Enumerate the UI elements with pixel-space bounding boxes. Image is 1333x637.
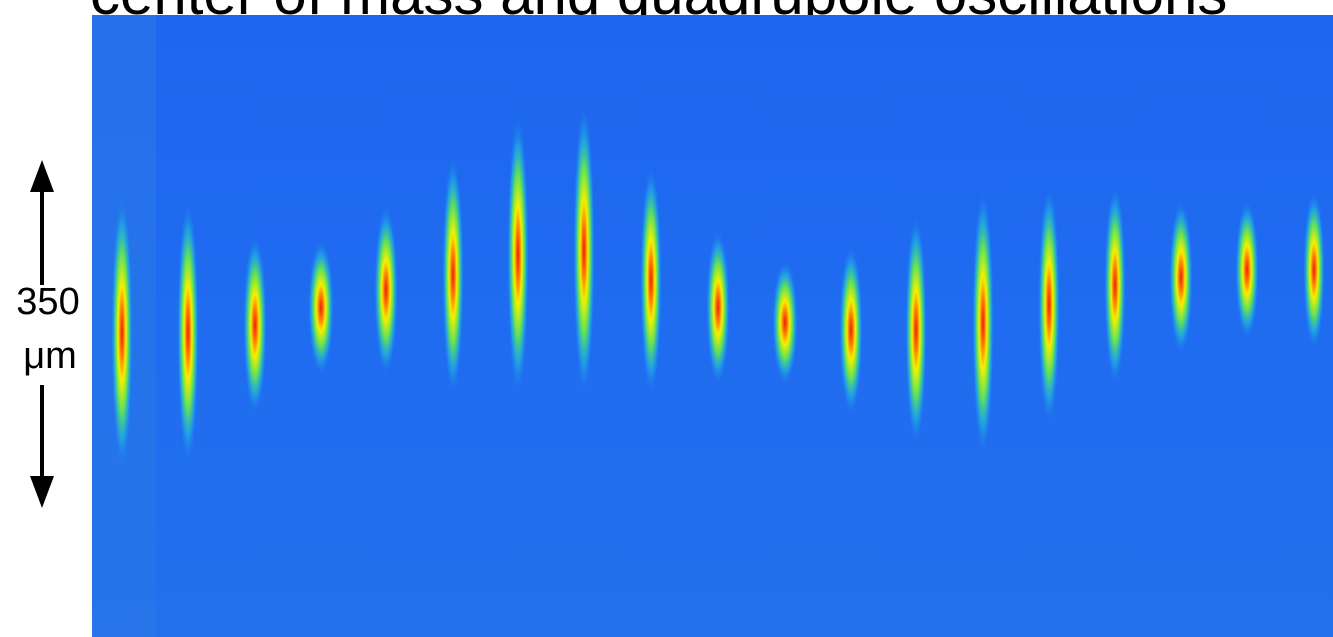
atom-cloud	[706, 230, 730, 385]
absorption-image	[92, 15, 1333, 637]
arrow-down	[30, 476, 54, 508]
atom-cloud	[1303, 190, 1325, 350]
figure: center of mass and quadrupole oscillatio…	[0, 0, 1333, 637]
atom-cloud	[308, 240, 334, 375]
atom-cloud	[905, 215, 927, 445]
scale-unit: μm	[23, 335, 77, 377]
atom-cloud	[1235, 200, 1259, 340]
atom-cloud	[111, 195, 133, 470]
atom-cloud	[243, 235, 267, 415]
atom-cloud	[374, 205, 398, 375]
scale-value: 350	[16, 281, 79, 323]
arrow-up	[30, 160, 54, 192]
atom-cloud	[972, 190, 994, 455]
atom-cloud	[177, 200, 199, 465]
atom-cloud	[1038, 185, 1060, 425]
scale-bar: 350 μm	[16, 160, 79, 508]
atom-cloud	[1169, 200, 1193, 355]
atom-cloud	[507, 115, 529, 395]
atom-cloud	[772, 260, 798, 385]
atom-cloud	[839, 245, 863, 415]
atom-cloud	[573, 105, 595, 395]
atom-cloud	[640, 165, 662, 395]
atom-cloud	[442, 155, 464, 395]
atom-cloud	[1104, 185, 1126, 385]
